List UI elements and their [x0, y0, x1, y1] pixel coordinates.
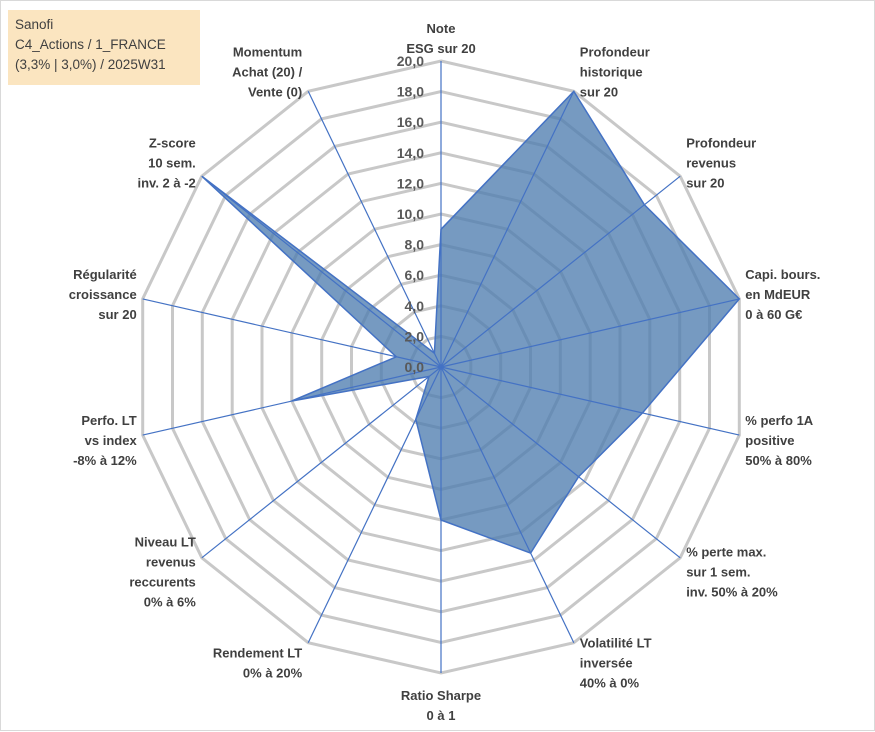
chart-title-box: Sanofi C4_Actions / 1_FRANCE (3,3% | 3,0… [8, 10, 200, 85]
axis-label: Profondeur revenus sur 20 [686, 136, 756, 191]
axis-spoke [440, 175, 681, 368]
axis-spoke [142, 366, 442, 436]
radar-spokes [142, 61, 740, 673]
chart-title-weights: (3,3% | 3,0%) / 2025W31 [15, 57, 166, 72]
axis-label: % perfo 1A positive 50% à 80% [745, 413, 814, 468]
tick-label: 12,0 [397, 175, 424, 191]
axis-label: Note ESG sur 20 [406, 21, 475, 56]
axis-label: Capi. bours. en MdEUR 0 à 60 G€ [745, 267, 820, 322]
tick-label: 2,0 [405, 328, 425, 344]
axis-label: Régularité croissance sur 20 [69, 267, 137, 322]
tick-label: 14,0 [397, 145, 424, 161]
tick-label: 10,0 [397, 206, 424, 222]
axis-label: Z-score 10 sem. inv. 2 à -2 [138, 136, 196, 191]
tick-label: 4,0 [405, 298, 425, 314]
axis-label: Ratio Sharpe 0 à 1 [401, 688, 481, 723]
axis-spoke [440, 366, 681, 559]
axis-label: Rendement LT 0% à 20% [213, 646, 303, 681]
radar-tick-labels: 0,0 2,0 4,0 6,0 8,0 10,0 12,0 14,0 16,0 18,0 20,0 [397, 53, 424, 375]
tick-label: 20,0 [397, 53, 424, 69]
axis-spoke [440, 366, 575, 643]
chart-title-category: C4_Actions / 1_FRANCE [15, 37, 166, 52]
axis-spoke [142, 298, 442, 368]
radar-axis-labels: Note ESG sur 20 Profondeur historique sur 20… [69, 21, 821, 723]
axis-label: Perfo. LT vs index -8% à 12% [73, 413, 137, 468]
chart-title-company: Sanofi [15, 17, 54, 32]
tick-label: 0,0 [405, 359, 425, 375]
axis-label: % perte max. sur 1 sem. inv. 50% à 20% [686, 545, 778, 600]
tick-label: 16,0 [397, 114, 424, 130]
axis-spoke [201, 366, 442, 559]
axis-label: Volatilité LT inversée 40% à 0% [580, 636, 652, 691]
tick-label: 18,0 [397, 84, 424, 100]
axis-spoke [440, 298, 740, 368]
tick-label: 8,0 [405, 237, 425, 253]
axis-label: Niveau LT revenus reccurents 0% à 6% [129, 535, 196, 610]
axis-spoke [440, 366, 740, 436]
axis-spoke [307, 91, 442, 368]
axis-spoke [307, 366, 442, 643]
tick-label: 6,0 [405, 267, 425, 283]
axis-label: Profondeur historique sur 20 [580, 45, 650, 100]
axis-spoke [201, 175, 442, 368]
axis-label: Momentum Achat (20) / Vente (0) [232, 45, 302, 100]
axis-spoke [440, 91, 575, 368]
